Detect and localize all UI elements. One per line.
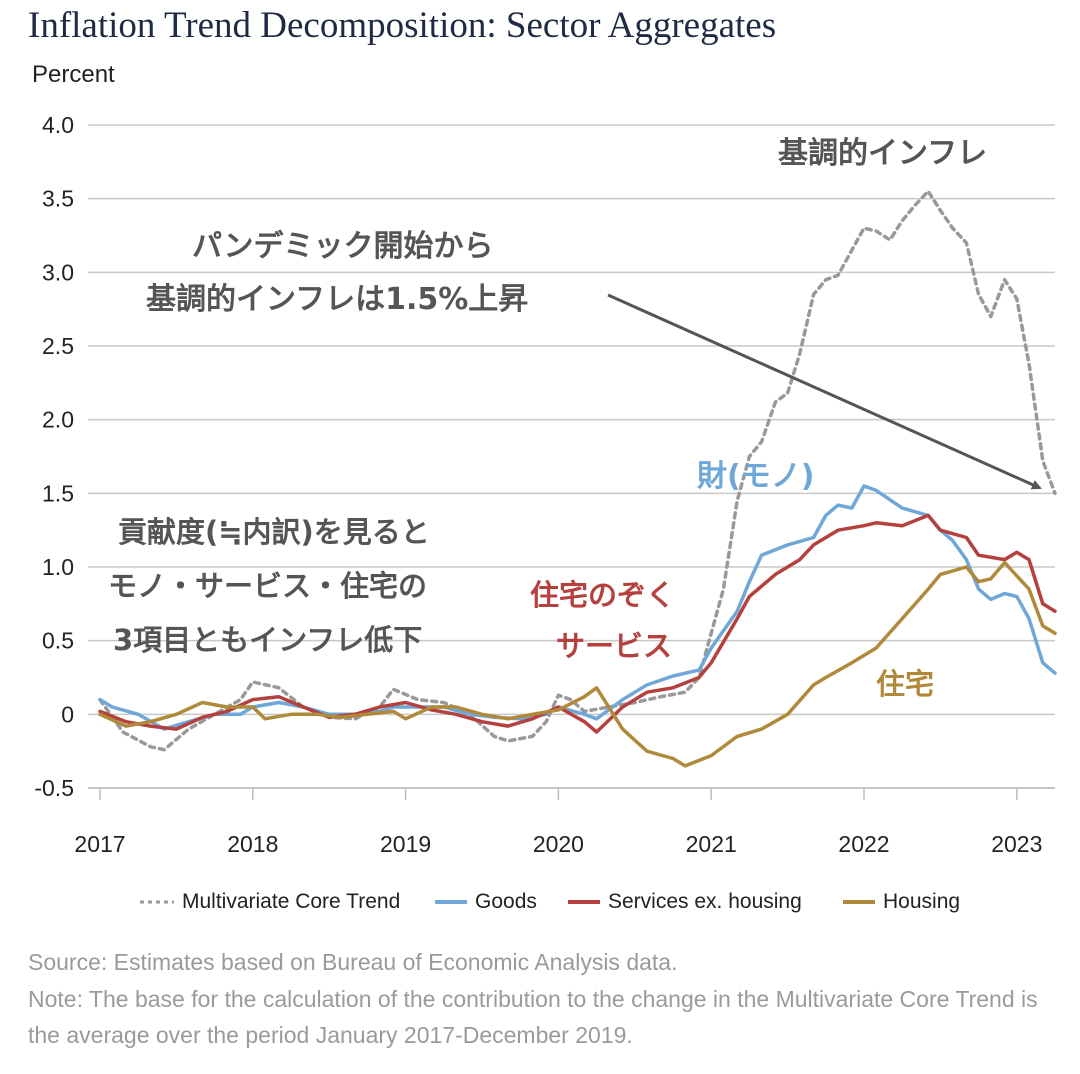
annotation-contribution-line1: 貢献度(≒内訳)を見ると (118, 515, 430, 549)
x-tick-label: 2023 (991, 831, 1042, 857)
goods-line (98, 484, 1057, 731)
legend-swatch-housing (843, 900, 875, 904)
legend-swatch-services (568, 900, 600, 904)
legend-label: Goods (475, 890, 537, 913)
y-tick-label: 2.5 (42, 333, 74, 359)
core-trend-line (98, 189, 1057, 752)
y-axis-label: Percent (32, 61, 115, 88)
gridlines (88, 124, 1055, 789)
y-tick-label: 3.5 (42, 186, 74, 212)
annotation-services-line1: 住宅のぞく (530, 578, 675, 612)
x-tick-label: 2019 (380, 831, 431, 857)
annotation-contribution-line3: 3項目ともインフレ低下 (113, 623, 422, 657)
legend-label: Multivariate Core Trend (182, 890, 401, 913)
y-tick-labels: 4.0 3.5 3.0 2.5 2.0 1.5 1.0 0.5 0 -0.5 (34, 112, 74, 801)
legend-label: Services ex. housing (608, 890, 802, 913)
annotation-services-line2: サービス (556, 629, 672, 663)
annotation-housing: 住宅 (876, 667, 934, 701)
legend: Multivariate Core Trend Goods Services e… (0, 890, 1080, 920)
x-tick-labels: 2017 2018 2019 2020 2021 2022 2023 (74, 831, 1042, 857)
chart-title: Inflation Trend Decomposition: Sector Ag… (28, 5, 777, 46)
annotation-pandemic-line2: 基調的インフレは1.5%上昇 (146, 282, 528, 317)
line-chart: 4.03.53.02.52.01.51.00.50-0.5 2017 2018 20… (34, 112, 1057, 857)
annotation-core-trend: 基調的インフレ (778, 136, 987, 171)
y-tick-label: 0 (61, 701, 74, 727)
services-line (98, 513, 1057, 734)
x-tick-label: 2020 (533, 831, 584, 857)
source-note: Source: Estimates based on Bureau of Eco… (28, 949, 678, 975)
footnote: Note: The base for the calculation of th… (28, 986, 1038, 1048)
legend-item-services: Services ex. housing (568, 890, 802, 914)
x-tick-label: 2018 (227, 831, 278, 857)
y-tick-label: 1.0 (42, 554, 74, 580)
legend-swatch-goods (435, 900, 467, 904)
y-tick-label: -0.5 (34, 775, 74, 801)
y-tick-label: 1.5 (42, 480, 74, 506)
y-tick-label: 2.0 (42, 407, 74, 433)
housing-line (98, 560, 1057, 768)
legend-item-core-trend: Multivariate Core Trend (140, 890, 400, 914)
annotation-goods: 財(モノ) (697, 459, 814, 494)
legend-item-housing: Housing (843, 890, 960, 914)
x-axis (88, 787, 1055, 800)
series-lines (98, 189, 1057, 768)
annotation-pandemic-line1: パンデミック開始から (192, 229, 494, 264)
annotation-contribution-line2: モノ・サービス・住宅の (108, 569, 427, 603)
y-tick-label: 0.5 (42, 628, 74, 654)
y-tick-label: 4.0 (42, 112, 74, 138)
x-tick-label: 2021 (686, 831, 737, 857)
legend-label: Housing (883, 890, 961, 913)
legend-swatch-dashed (140, 900, 174, 904)
x-tick-label: 2017 (74, 831, 125, 857)
annotation-arrow (607, 293, 1042, 490)
legend-item-goods: Goods (435, 890, 537, 914)
y-tick-label: 3.0 (42, 259, 74, 285)
x-tick-label: 2022 (838, 831, 889, 857)
